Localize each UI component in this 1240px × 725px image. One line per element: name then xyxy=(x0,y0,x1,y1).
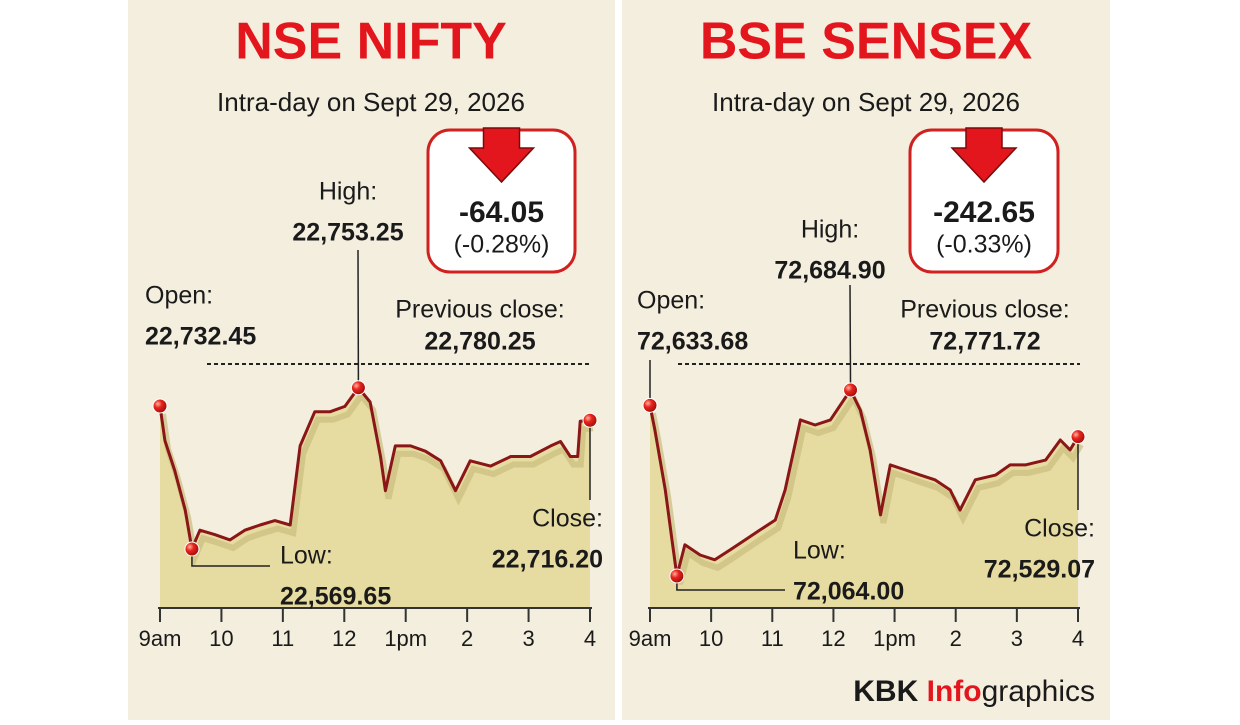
change-percent: (-0.33%) xyxy=(936,231,1032,259)
x-tick-label: 3 xyxy=(1011,626,1023,651)
annotation-label: High: xyxy=(801,216,859,244)
x-tick-label: 1pm xyxy=(873,626,916,651)
annotation-value: 22,716.20 xyxy=(492,546,603,574)
previous-close-value: 22,780.25 xyxy=(424,328,535,356)
previous-close-label: Previous close: xyxy=(395,296,565,324)
x-tick-label: 12 xyxy=(332,626,356,651)
annotation-value: 22,732.45 xyxy=(145,323,256,351)
marker xyxy=(1071,430,1085,444)
x-tick-label: 4 xyxy=(1072,626,1084,651)
marker xyxy=(643,398,657,412)
annotation-value: 72,684.90 xyxy=(774,257,885,285)
annotation-label: Low: xyxy=(793,537,846,565)
x-tick-label: 12 xyxy=(821,626,845,651)
marker xyxy=(185,542,199,556)
marker xyxy=(583,413,597,427)
annotation-label: High: xyxy=(319,178,377,206)
chart-subtitle: Intra-day on Sept 29, 2026 xyxy=(712,87,1020,117)
x-tick-label: 2 xyxy=(950,626,962,651)
marker xyxy=(844,383,858,397)
annotation-label: Close: xyxy=(532,505,603,533)
previous-close-label: Previous close: xyxy=(900,296,1070,324)
credit-part: Info xyxy=(927,675,982,708)
annotation-label: Low: xyxy=(280,542,333,570)
x-tick-label: 10 xyxy=(209,626,233,651)
annotation-label: Open: xyxy=(145,282,213,310)
annotation-value: 72,529.07 xyxy=(984,556,1095,584)
previous-close-value: 72,771.72 xyxy=(929,328,1040,356)
x-tick-label: 4 xyxy=(584,626,596,651)
annotation-label: Close: xyxy=(1024,515,1095,543)
credit-part: graphics xyxy=(982,675,1095,708)
x-tick-label: 11 xyxy=(761,626,784,651)
marker xyxy=(351,381,365,395)
annotation-value: 22,753.25 xyxy=(292,219,403,247)
chart-subtitle: Intra-day on Sept 29, 2026 xyxy=(217,87,525,117)
marker xyxy=(670,569,684,583)
annotation-label: Open: xyxy=(637,287,705,315)
change-value: -64.05 xyxy=(459,196,544,229)
annotation-value: 72,064.00 xyxy=(793,578,904,606)
credit: KBK Infographics xyxy=(853,675,1095,708)
x-tick-label: 9am xyxy=(139,626,182,651)
x-tick-label: 9am xyxy=(629,626,672,651)
chart-title: BSE SENSEX xyxy=(700,13,1033,71)
change-percent: (-0.28%) xyxy=(454,231,550,259)
credit-part: KBK xyxy=(853,675,918,708)
change-value: -242.65 xyxy=(933,196,1035,229)
leader-line xyxy=(850,285,851,390)
x-tick-label: 2 xyxy=(461,626,473,651)
annotation-value: 22,569.65 xyxy=(280,583,391,611)
annotation-value: 72,633.68 xyxy=(637,328,748,356)
x-tick-label: 10 xyxy=(699,626,723,651)
x-tick-label: 1pm xyxy=(384,626,427,651)
marker xyxy=(153,399,167,413)
chart-title: NSE NIFTY xyxy=(235,13,507,71)
x-tick-label: 11 xyxy=(271,626,294,651)
x-tick-label: 3 xyxy=(522,626,534,651)
